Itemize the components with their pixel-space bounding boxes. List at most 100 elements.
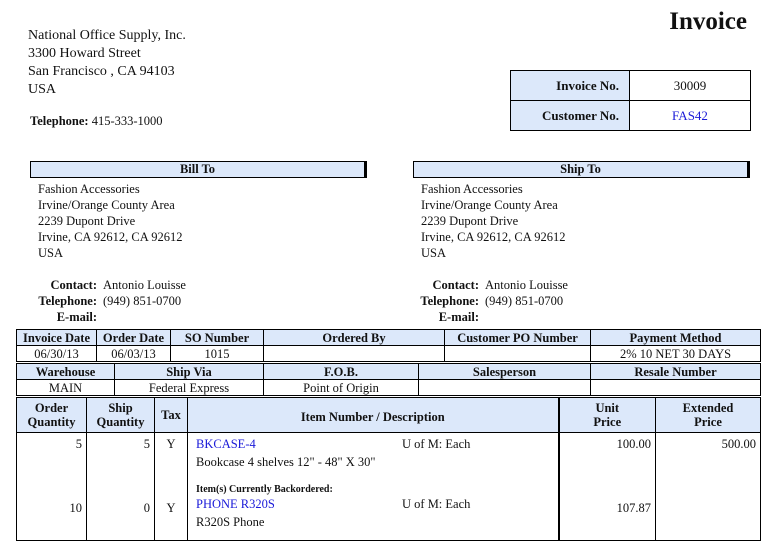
address-line: USA [38,246,64,260]
header-item-description: Item Number / Description [187,397,560,433]
company-street: 3300 Howard Street [28,46,141,61]
header-order-date: Order Date [96,329,171,346]
item-description: R320S Phone [196,515,265,529]
tax: Y [166,501,176,515]
so-number: 1015 [170,345,264,362]
header-extended-price: Extended Price [655,397,761,433]
extended-price: 500.00 [721,437,756,451]
header-text: Unit [595,401,620,415]
resale-number [590,379,761,396]
address-line: Irvine, CA 92612, CA 92612 [38,230,183,244]
unit-of-measure: U of M: Each [402,437,471,451]
ship-quantity: 5 [143,437,150,451]
company-city: San Francisco , CA 94103 [28,64,175,79]
ship-to-address: Fashion Accessories Irvine/Orange County… [421,181,565,261]
header-fob: F.O.B. [263,363,419,380]
telephone-label: Telephone: [30,114,89,128]
address-line: 2239 Dupont Drive [38,214,136,228]
warehouse: MAIN [16,379,115,396]
header-warehouse: Warehouse [16,363,115,380]
telephone-value: (949) 851-0700 [103,294,182,308]
invoice-date: 06/30/13 [16,345,97,362]
company-address: National Office Supply, Inc. 3300 Howard… [28,27,186,99]
address-line: 2239 Dupont Drive [421,214,519,228]
telephone-label: Telephone: [38,294,97,308]
extended-price [660,500,756,516]
header-ordered-by: Ordered By [263,329,445,346]
invoice-title: Invoice [669,8,747,35]
ordered-by [263,345,445,362]
bill-to-header: Bill To [30,161,367,178]
header-text: Ship [108,401,133,415]
ship-to-contact: Contact: Antonio Louisse Telephone: (949) … [411,277,568,325]
table-row: 5 10 5 0 Y Y BKCASE-4 U of M: Each Bookca… [16,432,761,541]
telephone-value: 415-333-1000 [91,114,163,128]
header-so-number: SO Number [170,329,264,346]
fob: Point of Origin [263,379,419,396]
extended-price-col: 500.00 [655,432,761,541]
header-customer-po: Customer PO Number [444,329,591,346]
address-line: Fashion Accessories [421,182,523,196]
header-payment-method: Payment Method [590,329,761,346]
invoice-number-box: Invoice No. 30009 Customer No. FAS42 [510,70,751,131]
email-label: E-mail: [438,310,479,324]
invoice-no-label: Invoice No. [510,70,630,101]
telephone-value: (949) 851-0700 [485,294,564,308]
header-text: Price [694,415,722,429]
contact-value: Antonio Louisse [485,278,568,292]
header-order-quantity: Order Quantity [16,397,87,433]
item-description: Bookcase 4 shelves 12" - 48" X 30" [196,455,376,469]
payment-method: 2% 10 NET 30 DAYS [590,345,761,362]
header-invoice-date: Invoice Date [16,329,97,346]
item-number-link[interactable]: PHONE R320S [196,497,275,511]
header-unit-price: Unit Price [558,397,656,433]
header-text: Price [593,415,622,429]
items-table: Order Quantity Ship Quantity Tax Item Numb… [16,397,761,541]
email-label: E-mail: [56,310,97,324]
header-text: Order [34,401,69,415]
tax: Y [166,437,176,451]
order-date: 06/03/13 [96,345,171,362]
unit-of-measure: U of M: Each [402,497,471,511]
bill-to-contact: Contact: Antonio Louisse Telephone: (949) … [29,277,186,325]
contact-label: Contact: [50,278,97,292]
order-quantity: 5 [75,437,82,451]
ship-info-table: Warehouse Ship Via F.O.B. Salesperson Re… [16,363,761,396]
header-resale-number: Resale Number [590,363,761,380]
salesperson [418,379,591,396]
address-line: Irvine, CA 92612, CA 92612 [421,230,566,244]
address-line: Fashion Accessories [38,182,140,196]
header-ship-via: Ship Via [114,363,264,380]
contact-label: Contact: [432,278,479,292]
address-line: Irvine/Orange County Area [38,198,175,212]
bill-to-address: Fashion Accessories Irvine/Orange County… [38,181,182,261]
backorder-label: Item(s) Currently Backordered: [196,484,333,495]
tax-col: Y Y [154,432,188,541]
header-salesperson: Salesperson [418,363,591,380]
order-quantity-col: 5 10 [16,432,87,541]
header-text: Quantity [27,415,76,429]
customer-no-label: Customer No. [510,100,630,131]
order-info-table: Invoice Date Order Date SO Number Ordere… [16,329,761,362]
header-ship-quantity: Ship Quantity [86,397,155,433]
customer-po [444,345,591,362]
header-text: Quantity [96,415,145,429]
company-name: National Office Supply, Inc. [28,28,186,43]
ship-to-header: Ship To [413,161,750,178]
order-quantity: 10 [69,501,83,515]
item-number-link[interactable]: BKCASE-4 [196,437,256,451]
invoice-no: 30009 [629,70,751,101]
address-line: Irvine/Orange County Area [421,198,558,212]
unit-price: 107.87 [616,501,651,515]
header-text: Extended [682,401,734,415]
unit-price-col: 100.00 107.87 [558,432,656,541]
address-line: USA [421,246,447,260]
unit-price: 100.00 [616,437,651,451]
ship-via: Federal Express [114,379,264,396]
item-description-col: BKCASE-4 U of M: Each Bookcase 4 shelves … [187,432,560,541]
customer-no[interactable]: FAS42 [629,100,751,131]
contact-value: Antonio Louisse [103,278,186,292]
company-country: USA [28,82,57,97]
header-tax: Tax [154,397,188,433]
telephone-label: Telephone: [420,294,479,308]
